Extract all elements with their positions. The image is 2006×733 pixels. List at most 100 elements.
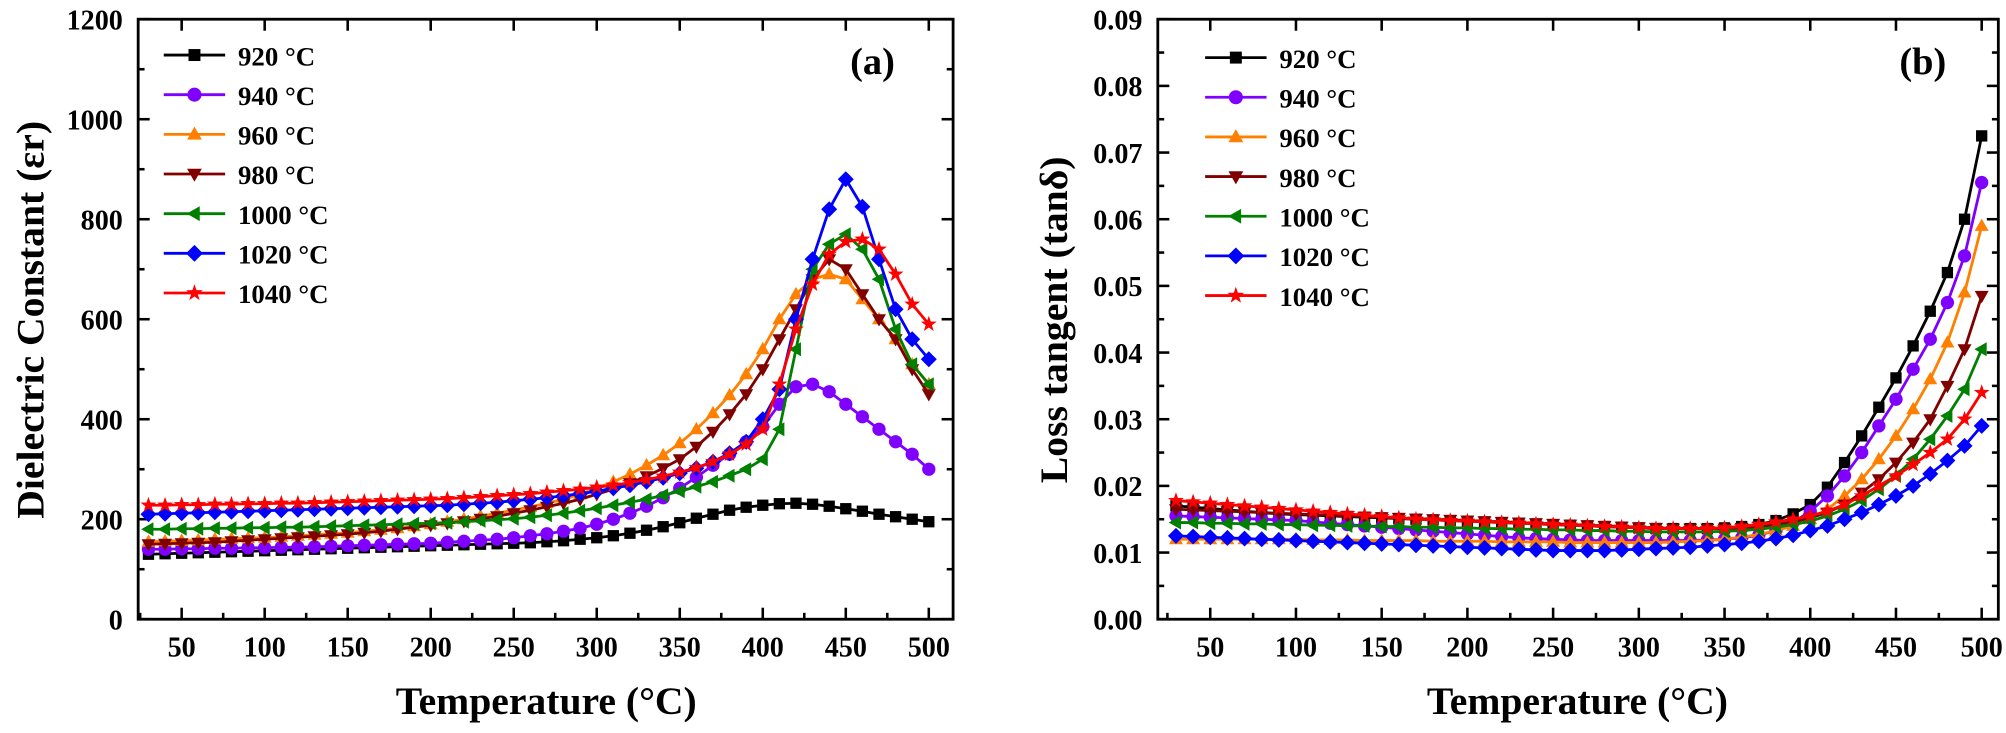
y-tick-label: 400 xyxy=(81,405,123,436)
data-point xyxy=(757,499,769,511)
data-point xyxy=(555,487,572,504)
data-point xyxy=(241,535,256,548)
data-point xyxy=(424,536,438,550)
data-point xyxy=(739,389,754,402)
data-point xyxy=(1579,517,1596,533)
data-point xyxy=(323,493,340,509)
data-point xyxy=(274,540,288,554)
legend-marker-circle-icon xyxy=(1228,90,1243,105)
data-point xyxy=(1940,408,1953,423)
data-point xyxy=(522,491,539,508)
x-tick-label: 100 xyxy=(244,632,286,663)
data-point xyxy=(1562,542,1579,559)
data-point xyxy=(856,505,869,517)
data-point xyxy=(888,435,903,449)
y-tick-label: 0.03 xyxy=(1093,405,1142,436)
x-tick-label: 500 xyxy=(1961,632,2003,663)
data-point xyxy=(290,532,305,545)
data-point xyxy=(588,478,605,494)
legend-marker-diamond-icon xyxy=(1227,247,1245,265)
data-point xyxy=(772,422,785,437)
data-point xyxy=(241,541,255,555)
data-point xyxy=(340,529,355,542)
data-point xyxy=(224,536,239,549)
data-point xyxy=(473,533,488,547)
data-point xyxy=(1976,130,1988,142)
data-point xyxy=(440,535,454,549)
data-point xyxy=(273,494,290,510)
data-point xyxy=(1545,542,1562,559)
legend-label: 980 °C xyxy=(238,160,315,190)
data-point xyxy=(904,357,918,372)
data-point xyxy=(1596,518,1613,534)
data-point xyxy=(1322,533,1339,550)
x-tick-label: 150 xyxy=(327,632,369,663)
data-point xyxy=(506,508,521,521)
data-point xyxy=(306,494,323,510)
data-point xyxy=(788,286,803,300)
data-point xyxy=(1837,469,1852,483)
data-point xyxy=(1562,516,1579,532)
data-point xyxy=(357,538,371,552)
data-point xyxy=(324,539,338,553)
panel-a-label: (a) xyxy=(850,41,895,83)
data-point xyxy=(439,490,456,506)
legend-entry: 960 °C xyxy=(163,121,315,151)
data-point xyxy=(789,380,803,394)
data-point xyxy=(1838,456,1851,469)
data-point xyxy=(1357,518,1370,533)
data-point xyxy=(356,499,373,516)
data-point xyxy=(607,530,619,542)
y-tick-label: 0.06 xyxy=(1093,205,1142,236)
data-point xyxy=(1630,541,1647,558)
data-point xyxy=(289,501,306,518)
panel-b-label: (b) xyxy=(1899,41,1946,83)
data-point xyxy=(1185,493,1202,509)
data-point xyxy=(1819,517,1836,534)
data-point xyxy=(772,334,787,347)
data-point xyxy=(1527,541,1544,558)
data-point xyxy=(1888,457,1903,470)
data-point xyxy=(507,531,521,545)
data-point xyxy=(1408,510,1424,526)
data-point xyxy=(240,503,257,520)
data-point xyxy=(541,536,553,548)
data-point xyxy=(456,489,472,505)
data-point xyxy=(1613,518,1630,534)
data-point xyxy=(622,474,638,490)
data-point xyxy=(738,462,752,477)
data-point xyxy=(921,377,934,392)
data-point xyxy=(904,295,921,311)
data-point xyxy=(257,520,270,535)
data-point xyxy=(887,265,904,281)
data-point xyxy=(423,516,436,531)
data-point xyxy=(1287,532,1304,549)
data-point xyxy=(340,518,353,533)
data-point xyxy=(523,505,538,518)
data-point xyxy=(755,364,770,377)
x-tick-label: 50 xyxy=(168,632,196,663)
data-point xyxy=(1374,519,1387,534)
legend-label: 960 °C xyxy=(238,121,315,151)
data-point xyxy=(1305,533,1322,550)
y-tick-label: 0.00 xyxy=(1093,605,1142,636)
data-point xyxy=(1510,514,1527,530)
data-point xyxy=(1613,541,1630,558)
data-point xyxy=(1853,487,1870,503)
data-point xyxy=(1510,541,1527,558)
data-point xyxy=(1820,489,1835,503)
data-point xyxy=(1270,531,1287,548)
data-point xyxy=(1665,520,1682,536)
data-point xyxy=(1941,266,1954,279)
data-point xyxy=(1957,382,1970,397)
data-point xyxy=(1528,534,1543,547)
legend-marker-square-icon xyxy=(1229,51,1242,64)
data-point xyxy=(1322,518,1336,533)
data-point xyxy=(1167,527,1184,544)
legend-label: 960 °C xyxy=(1279,123,1356,153)
data-point xyxy=(174,538,189,551)
data-point xyxy=(755,341,770,355)
data-point xyxy=(556,524,571,538)
data-point xyxy=(855,410,870,424)
data-point xyxy=(1288,501,1304,517)
